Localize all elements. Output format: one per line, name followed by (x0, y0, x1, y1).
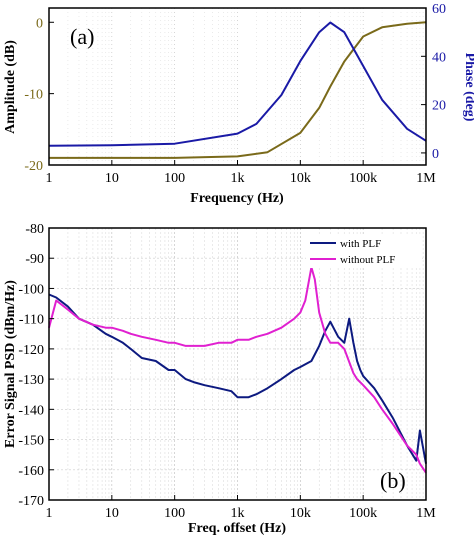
panel-b-ytick-label: -100 (18, 282, 44, 297)
panel-a-ytick-label: -10 (24, 88, 43, 103)
panel-b-ytick-label: -150 (18, 434, 44, 449)
panel-a-ylabel: Amplitude (dB) (3, 40, 18, 134)
panel-a-series-0 (49, 21, 427, 159)
panel-b-ytick-label: -80 (25, 222, 44, 237)
panel-b-grid (49, 228, 426, 500)
panel-b-xtick-label: 10 (105, 506, 119, 521)
panel-a-ytick-label: -20 (24, 159, 43, 174)
panel-a-xtick-label: 1k (231, 171, 245, 186)
panel-a-xtick-label: 100 (164, 171, 185, 186)
panel-b-xtick-label: 100 (164, 506, 185, 521)
panel-a-xtick-label: 1 (46, 171, 53, 186)
panel-b-ytick-label: -90 (25, 252, 44, 267)
panel-b-label: (b) (380, 468, 406, 493)
panel-b-ylabel: Error Signal PSD (dBm/Hz) (3, 280, 18, 448)
panel-b-ytick-label: -170 (18, 494, 44, 509)
legend: with PLF without PLF (306, 234, 422, 268)
panel-b-xtick-label: 1M (416, 506, 436, 521)
legend-label-without-plf: without PLF (340, 254, 395, 266)
panel-b: 1 10 100 1k 10k 100k 1M -80 -90 -100 -110 -120 -130 -… (3, 222, 436, 536)
panel-a-ticks: 1 10 100 1k 10k 100k 1M 0 -10 -20 0 20 40 60 (24, 2, 446, 186)
panel-a-y2tick-label: 40 (432, 50, 446, 65)
panel-a-lines (48, 21, 427, 159)
panel-b-xtick-label: 10k (290, 506, 311, 521)
panel-a-xtick-label: 100k (349, 171, 377, 186)
legend-label-with-plf: with PLF (340, 238, 381, 250)
panel-b-series-0 (48, 293, 427, 464)
panel-a-y2tick-label: 0 (432, 147, 439, 162)
panel-a-y2tick-label: 20 (432, 99, 446, 114)
panel-b-series-1 (48, 266, 427, 474)
panel-a-xtick-label: 1M (416, 171, 436, 186)
panel-b-ticks: 1 10 100 1k 10k 100k 1M -80 -90 -100 -110 -120 -130 -… (18, 222, 436, 521)
panel-a: 1 10 100 1k 10k 100k 1M 0 -10 -20 0 20 40 60 (a) Freq… (3, 2, 474, 206)
panel-b-ytick-label: -130 (18, 373, 44, 388)
panel-b-xtick-label: 1 (46, 506, 53, 521)
panel-a-grid (67, 8, 424, 165)
panel-a-ytick-label: 0 (36, 16, 43, 31)
panel-a-xlabel: Frequency (Hz) (190, 191, 284, 206)
panel-a-label: (a) (70, 24, 94, 49)
panel-a-xtick-label: 10k (290, 171, 311, 186)
panel-a-series-1 (48, 21, 427, 147)
panel-a-y2tick-label: 60 (432, 2, 446, 17)
panel-b-ytick-label: -110 (19, 313, 44, 328)
panel-b-ytick-label: -140 (18, 403, 44, 418)
panel-a-xtick-label: 10 (105, 171, 119, 186)
panel-a-frame (48, 7, 427, 166)
legend-box (306, 234, 422, 268)
panel-b-ytick-label: -120 (18, 343, 44, 358)
panel-b-xtick-label: 1k (231, 506, 245, 521)
panel-b-lines (48, 266, 427, 474)
panel-a-y2label: Phase (deg) (462, 53, 474, 122)
panel-b-ytick-label: -160 (18, 464, 44, 479)
panel-b-xlabel: Freq. offset (Hz) (188, 521, 286, 536)
panel-b-xtick-label: 100k (349, 506, 377, 521)
